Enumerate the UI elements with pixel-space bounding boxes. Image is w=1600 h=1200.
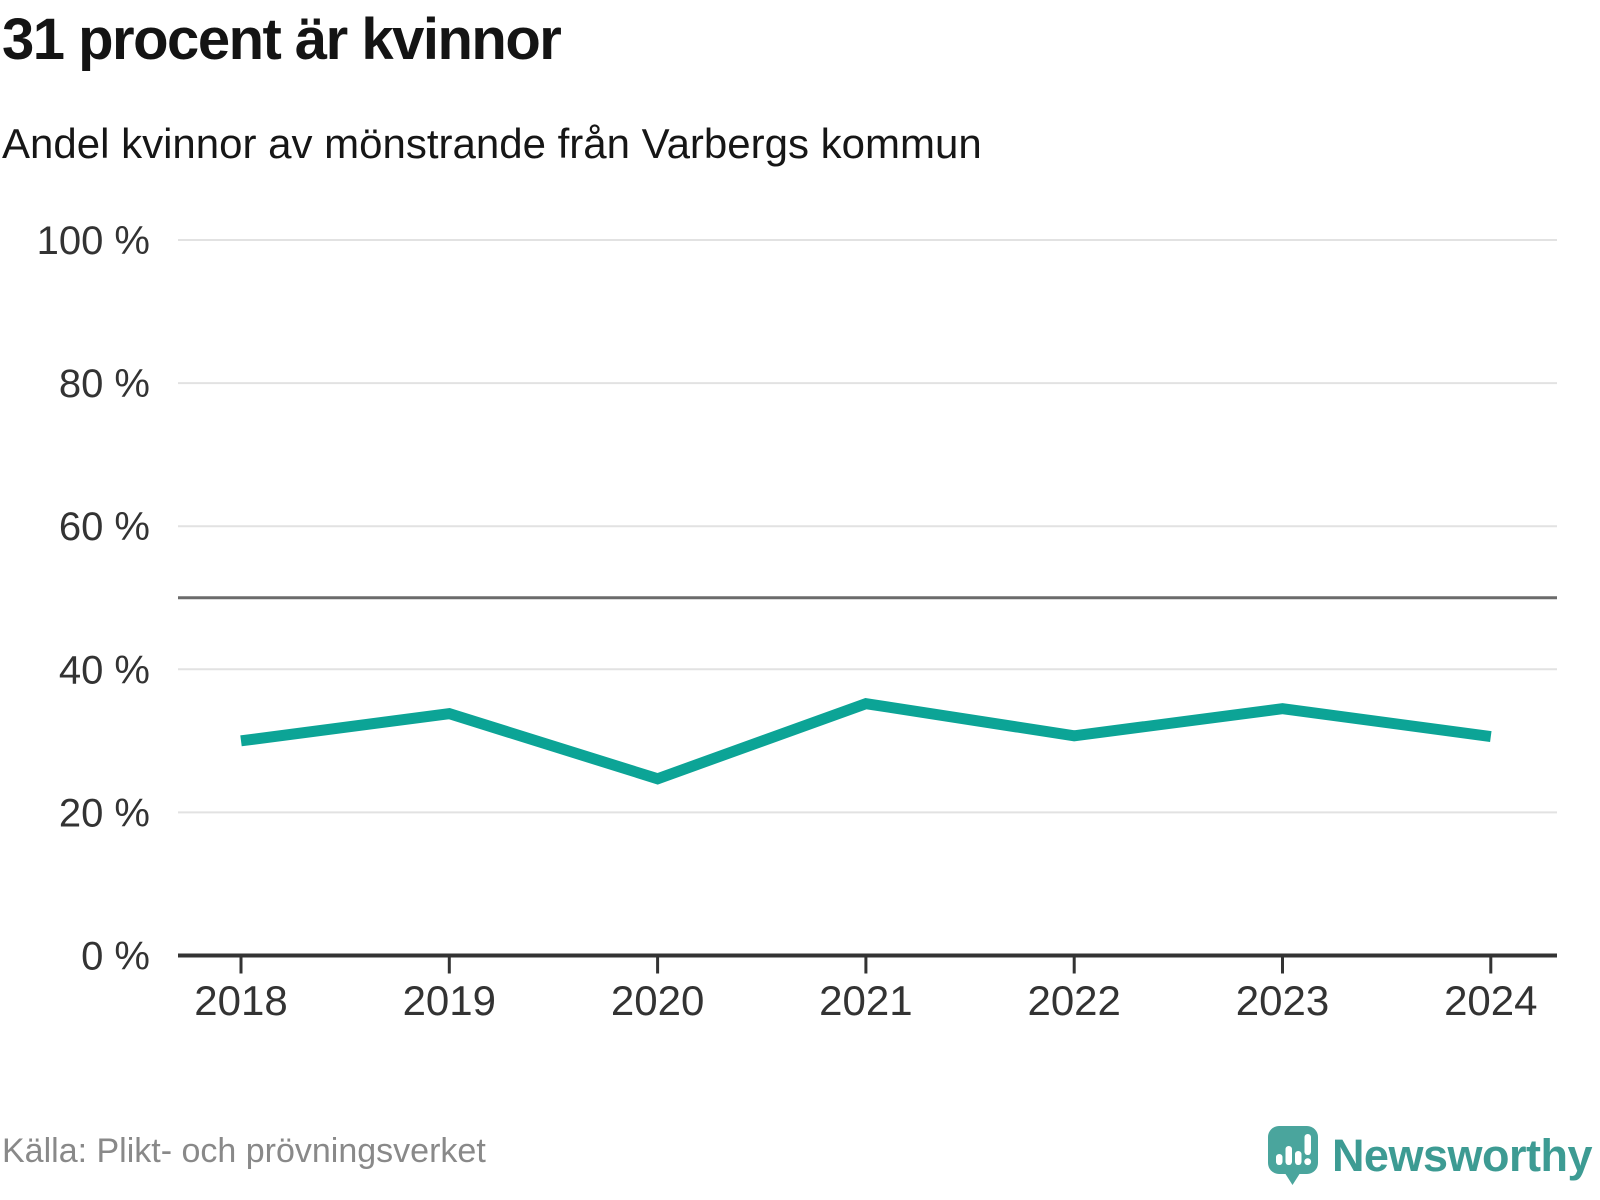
- logo-bar-3: [1294, 1151, 1302, 1165]
- logo-bubble-shape: [1267, 1126, 1318, 1185]
- y-tick-label-80: 80 %: [59, 362, 150, 406]
- source-note: Källa: Plikt- och prövningsverket: [2, 1132, 486, 1170]
- logo-bar-2: [1285, 1146, 1292, 1165]
- brand-lockup: Newsworthy: [1267, 1126, 1593, 1186]
- x-tick-label-2018: 2018: [194, 977, 287, 1024]
- y-tick-label-0: 0 %: [81, 935, 150, 979]
- x-tick-label-2024: 2024: [1444, 977, 1537, 1024]
- y-tick-label-60: 60 %: [59, 505, 150, 549]
- newsworthy-logo-icon: [1267, 1126, 1318, 1185]
- x-tick-label-2023: 2023: [1236, 977, 1329, 1024]
- line-chart-canvas: 2018 2019 2020 2021 2022 2023 2024 0 % 20 % 40 % 6…: [37, 219, 1557, 1024]
- y-tick-label-20: 20 %: [59, 791, 150, 835]
- x-tick-label-2020: 2020: [611, 977, 704, 1024]
- x-tick-label-2019: 2019: [403, 977, 496, 1024]
- logo-exclamation-dot: [1304, 1158, 1312, 1166]
- chart-title: 31 procent är kvinnor: [2, 7, 562, 72]
- chart-subtitle: Andel kvinnor av mönstrande från Varberg…: [2, 120, 982, 167]
- x-tick-label-2022: 2022: [1027, 977, 1120, 1024]
- logo-exclamation-bar: [1304, 1134, 1311, 1155]
- y-tick-label-100: 100 %: [37, 219, 150, 263]
- data-line-andel-kvinnor: [240, 697, 1492, 785]
- x-tick-label-2021: 2021: [819, 977, 912, 1024]
- brand-name: Newsworthy: [1331, 1130, 1593, 1181]
- y-tick-label-40: 40 %: [59, 648, 150, 692]
- logo-bar-1: [1275, 1154, 1283, 1165]
